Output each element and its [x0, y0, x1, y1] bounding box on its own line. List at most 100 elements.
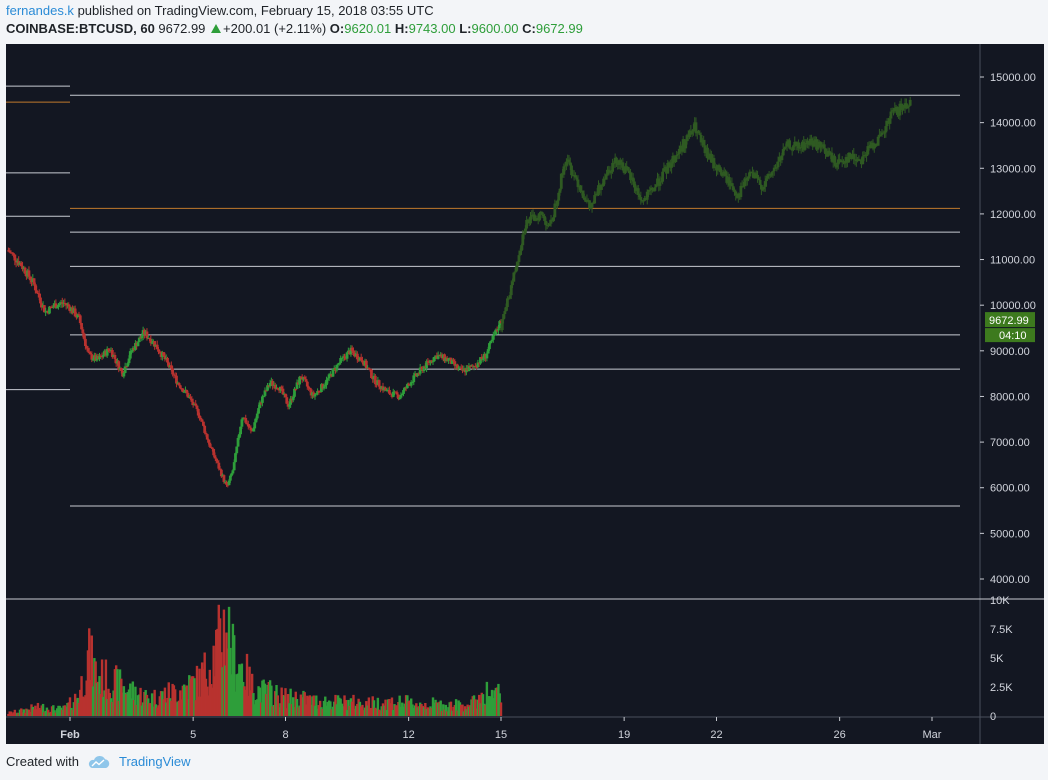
candle-body-346: [450, 359, 454, 364]
candle-body-257: [336, 363, 340, 365]
candle-body-210: [276, 388, 280, 390]
projection-candle-body-193: [747, 176, 750, 178]
projection-candle-body-290: [871, 142, 875, 149]
candle-body-360: [468, 366, 472, 368]
projection-candle-body-47: [559, 173, 563, 189]
projection-candle-body-24: [530, 215, 534, 217]
projection-candle-body-90: [615, 157, 618, 164]
author-link[interactable]: fernandes.k: [6, 3, 74, 18]
projection-candle-body-162: [707, 158, 711, 160]
time-tick-label-7: 26: [834, 729, 846, 741]
projection-candle-body-35: [544, 220, 548, 226]
candle-body-185: [244, 418, 248, 423]
volume-bar-63: [88, 628, 91, 716]
volume-bar-156: [207, 695, 210, 716]
projection-candle-body-38: [548, 223, 552, 226]
volume-bar-282: [368, 707, 372, 716]
candle-body-248: [325, 379, 328, 386]
volume-bar-258: [338, 697, 341, 716]
candle-body-378: [491, 335, 495, 340]
volume-bar-260: [340, 703, 344, 716]
projection-candle-body-150: [692, 129, 695, 132]
projection-candle-body-126: [661, 171, 665, 182]
candle-body-177: [234, 453, 237, 463]
projection-candle-body-154: [697, 131, 700, 134]
volume-bar-78: [107, 688, 110, 716]
candle-body-147: [195, 405, 199, 410]
volume-bar-222: [291, 697, 295, 716]
volume-bar-262: [343, 695, 346, 716]
volume-bar-148: [197, 696, 200, 716]
volume-bar-377: [490, 689, 494, 716]
volume-bar-343: [447, 707, 450, 716]
candle-body-61: [85, 346, 89, 349]
volume-bar-316: [412, 707, 415, 716]
candle-body-180: [237, 434, 241, 438]
volume-bar-176: [232, 635, 236, 716]
volume-bar-206: [271, 706, 274, 716]
candle-body-17: [28, 276, 32, 281]
volume-bar-60: [84, 695, 87, 716]
volume-bar-317: [413, 705, 417, 716]
price-tick-label-7: 8000.00: [990, 391, 1030, 403]
projection-candle-body-200: [756, 174, 759, 179]
high-value: 9743.00: [408, 21, 456, 36]
candle-body-45: [64, 303, 68, 306]
volume-bar-29: [44, 710, 47, 716]
volume-bar-211: [277, 707, 281, 716]
volume-bar-268: [351, 701, 354, 716]
volume-bar-114: [153, 689, 156, 716]
volume-tick-label-3: 2.5K: [990, 682, 1013, 694]
volume-bar-328: [427, 708, 431, 716]
volume-bar-195: [257, 686, 260, 716]
projection-candle-body-225: [788, 140, 792, 149]
tradingview-brand-link[interactable]: TradingView: [118, 754, 191, 769]
symbol-name[interactable]: COINBASE:BTCUSD, 60: [6, 21, 155, 36]
volume-bar-219: [288, 703, 291, 716]
volume-bar-65: [90, 635, 94, 716]
volume-bar-10: [20, 708, 23, 716]
candle-body-186: [245, 422, 249, 424]
candle-body-181: [239, 426, 243, 435]
volume-bar-214: [281, 694, 285, 716]
volume-bar-3: [11, 713, 14, 716]
projection-candle-body-201: [757, 178, 761, 180]
candle-body-143: [190, 398, 194, 402]
projection-candle-body-268: [843, 162, 847, 164]
volume-bar-252: [330, 709, 333, 716]
candle-body-37: [54, 303, 58, 309]
time-tick-label-4: 15: [495, 729, 507, 741]
volume-bar-51: [72, 702, 76, 716]
projection-candle-body-97: [624, 166, 627, 173]
candle-body-149: [198, 415, 201, 418]
volume-bar-342: [445, 711, 449, 716]
last-price: 9672.99: [158, 21, 206, 36]
candle-body-316: [412, 375, 416, 383]
volume-bar-376: [489, 696, 492, 716]
volume-bar-335: [436, 702, 440, 716]
price-chart[interactable]: 15000.00 14000.00 13000.00 12000.00 11000.00…: [0, 40, 1048, 746]
candle-body-272: [355, 353, 359, 360]
volume-bar-297: [388, 699, 391, 716]
candle-body-178: [235, 446, 239, 454]
volume-bar-280: [366, 705, 369, 716]
candle-body-188: [248, 426, 251, 428]
volume-bar-135: [180, 699, 183, 716]
volume-bar-373: [485, 681, 489, 716]
volume-bar-332: [433, 702, 436, 716]
volume-bar-381: [495, 687, 499, 716]
candle-body-196: [258, 402, 262, 409]
projection-candle-body-234: [799, 146, 803, 148]
volume-bar-384: [499, 702, 503, 716]
candle-body-368: [479, 357, 482, 364]
projection-candle-body-120: [653, 187, 657, 191]
volume-bar-239: [313, 705, 317, 716]
candle-body-202: [266, 385, 269, 391]
projection-candle-body-189: [742, 186, 745, 188]
candle-body-224: [294, 388, 298, 390]
volume-bar-62: [86, 650, 90, 716]
candle-body-250: [327, 374, 331, 379]
volume-bar-225: [295, 698, 299, 716]
volume-bar-26: [40, 705, 43, 716]
volume-bar-367: [477, 694, 481, 716]
